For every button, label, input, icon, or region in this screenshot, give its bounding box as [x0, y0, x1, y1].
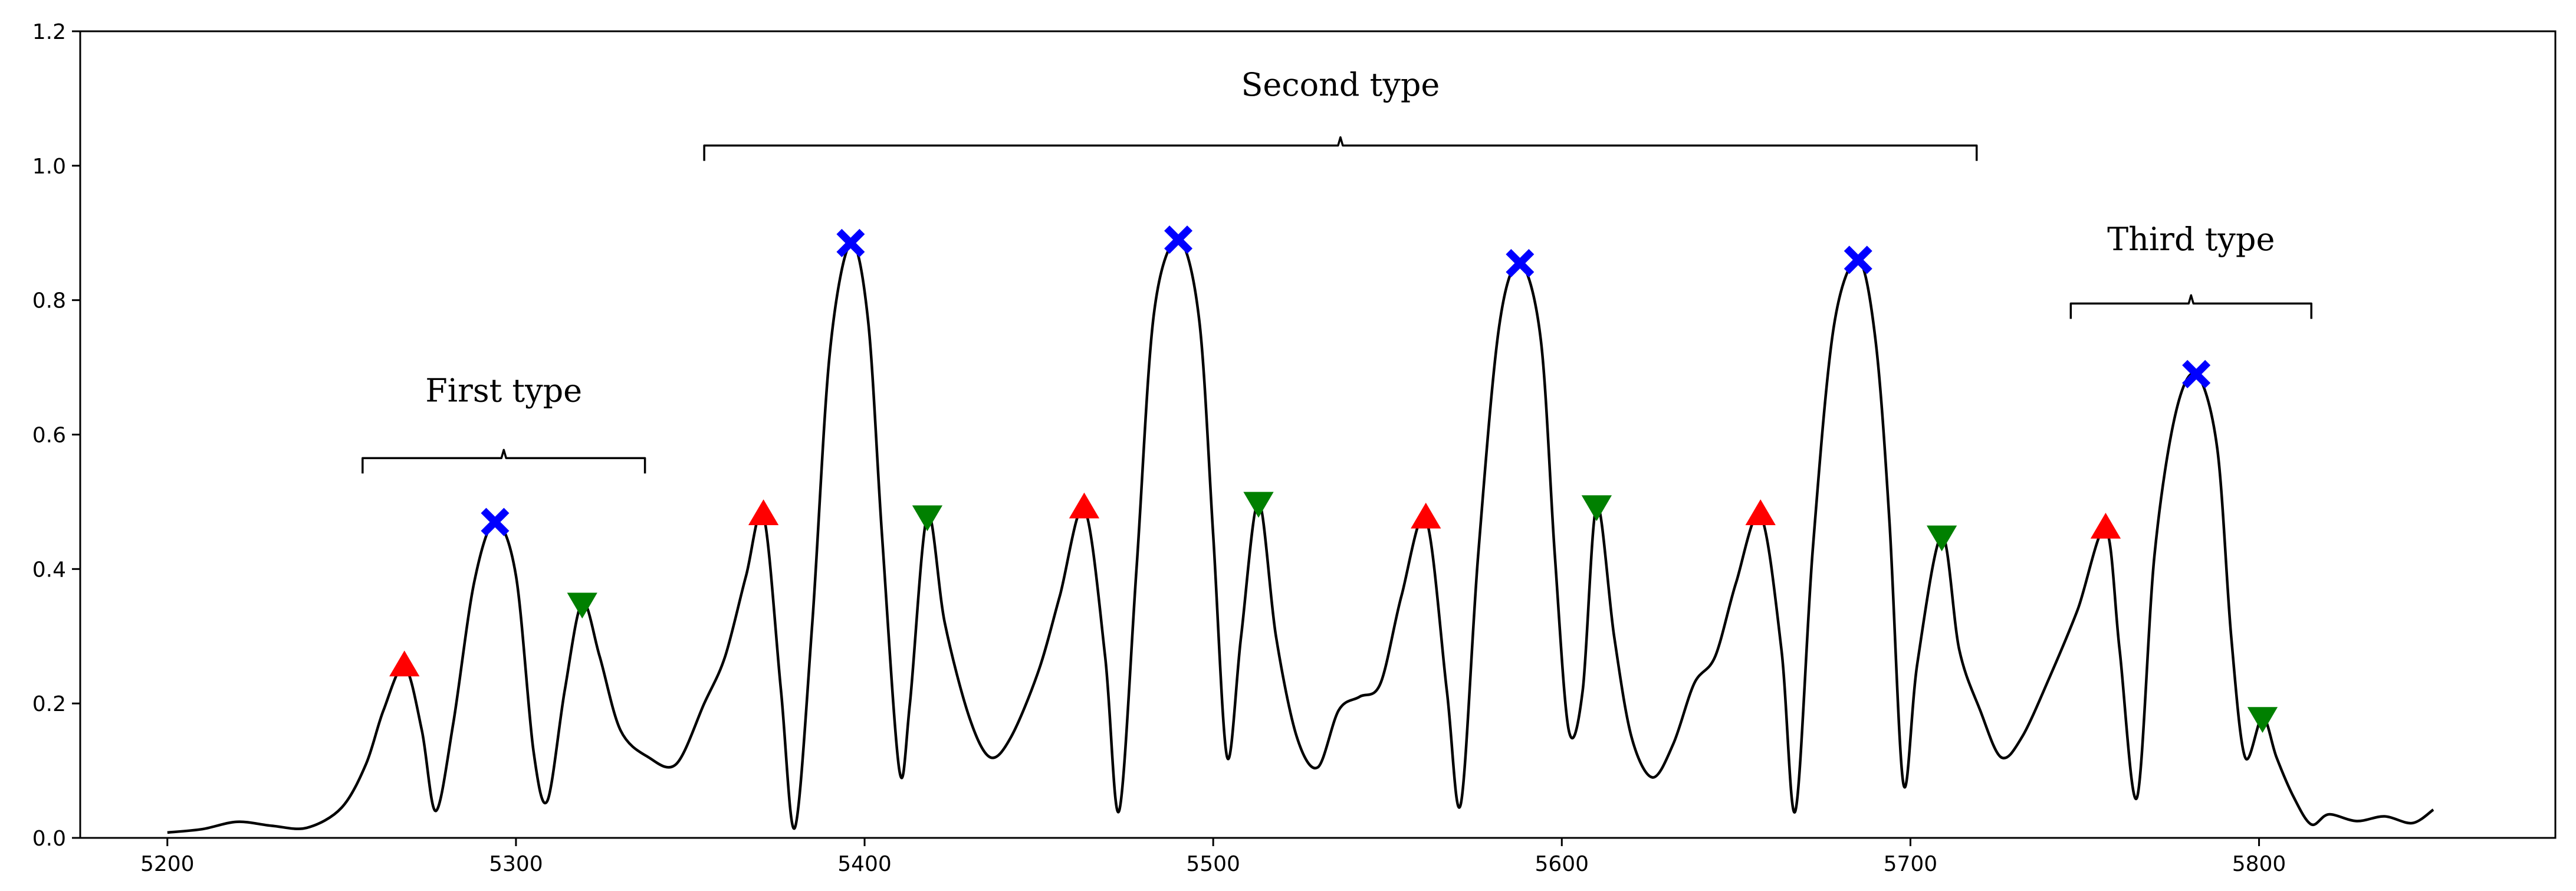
- y-tick-label: 0.0: [32, 827, 66, 851]
- markers-layer: [389, 225, 2278, 733]
- offset-marker: [1581, 495, 1612, 522]
- series-layer: [167, 238, 2434, 834]
- x-tick-label: 5700: [1884, 852, 1938, 876]
- onset-marker: [1069, 492, 1100, 519]
- annotation-bracket: [703, 136, 1978, 161]
- annotation-bracket: [2069, 294, 2312, 319]
- peak-marker: [1506, 249, 1535, 278]
- x-tick-label: 5600: [1535, 852, 1589, 876]
- onset-marker: [2090, 512, 2121, 539]
- series-line-signal: [167, 238, 2434, 834]
- peak-marker: [481, 507, 510, 536]
- y-tick-label: 0.2: [32, 692, 66, 716]
- offset-marker: [1926, 525, 1957, 552]
- annotation-label: Third type: [2107, 221, 2275, 258]
- y-tick-label: 0.4: [32, 558, 66, 582]
- x-tick-label: 5800: [2232, 852, 2286, 876]
- onset-marker: [389, 650, 420, 677]
- onset-marker: [1411, 502, 1441, 529]
- peak-marker: [2182, 359, 2211, 388]
- y-tick-label: 1.2: [32, 20, 66, 44]
- annotations: First type Second type Third type: [362, 66, 2312, 474]
- onset-marker: [1745, 499, 1776, 525]
- x-tick-label: 5200: [140, 852, 195, 876]
- y-tick-label: 0.8: [32, 289, 66, 313]
- peak-marker: [1164, 225, 1193, 254]
- annotation-label: Second type: [1241, 66, 1440, 103]
- peak-marker: [1844, 245, 1872, 274]
- y-tick-label: 1.0: [32, 155, 66, 179]
- x-tick-label: 5300: [489, 852, 543, 876]
- onset-marker: [748, 499, 779, 525]
- annotation-label: First type: [425, 372, 582, 409]
- y-tick-label: 0.6: [32, 424, 66, 448]
- x-tick-label: 5500: [1186, 852, 1240, 876]
- offset-marker: [1243, 492, 1274, 518]
- offset-marker: [912, 505, 943, 532]
- offset-marker: [2247, 707, 2278, 733]
- axis-ticks: 5200 5300 5400 5500 5600 5700 5800 0.0 0.2 0.4 0.6…: [32, 20, 2286, 876]
- offset-marker: [567, 592, 597, 619]
- x-tick-label: 5400: [837, 852, 892, 876]
- peak-marker: [836, 228, 865, 257]
- plot-area-frame: [79, 30, 2557, 839]
- annotation-bracket: [362, 448, 646, 474]
